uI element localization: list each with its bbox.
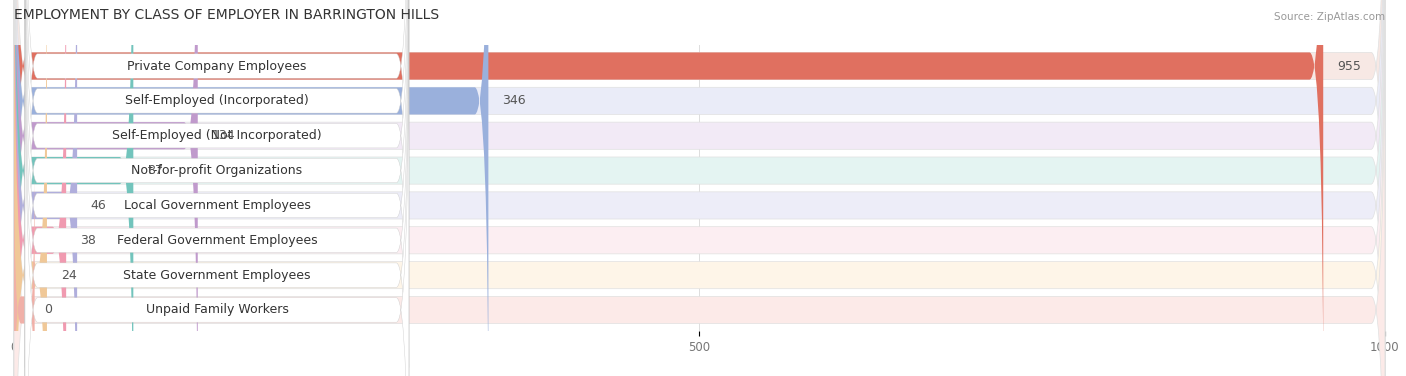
Text: Private Company Employees: Private Company Employees <box>128 59 307 73</box>
Text: 346: 346 <box>502 94 526 108</box>
FancyBboxPatch shape <box>14 0 1323 376</box>
FancyBboxPatch shape <box>25 9 409 376</box>
Text: 38: 38 <box>80 234 96 247</box>
FancyBboxPatch shape <box>14 0 1385 376</box>
FancyBboxPatch shape <box>14 0 1385 376</box>
FancyBboxPatch shape <box>25 0 409 376</box>
FancyBboxPatch shape <box>14 0 1385 376</box>
Text: EMPLOYMENT BY CLASS OF EMPLOYER IN BARRINGTON HILLS: EMPLOYMENT BY CLASS OF EMPLOYER IN BARRI… <box>14 8 439 22</box>
Text: Local Government Employees: Local Government Employees <box>124 199 311 212</box>
FancyBboxPatch shape <box>25 0 409 376</box>
FancyBboxPatch shape <box>14 0 1385 376</box>
FancyBboxPatch shape <box>25 0 409 376</box>
FancyBboxPatch shape <box>14 0 134 376</box>
Text: Federal Government Employees: Federal Government Employees <box>117 234 318 247</box>
FancyBboxPatch shape <box>14 0 1385 376</box>
FancyBboxPatch shape <box>14 0 46 376</box>
Text: Self-Employed (Incorporated): Self-Employed (Incorporated) <box>125 94 309 108</box>
Text: Source: ZipAtlas.com: Source: ZipAtlas.com <box>1274 12 1385 22</box>
FancyBboxPatch shape <box>25 0 409 376</box>
Text: Self-Employed (Not Incorporated): Self-Employed (Not Incorporated) <box>112 129 322 142</box>
Text: State Government Employees: State Government Employees <box>124 268 311 282</box>
FancyBboxPatch shape <box>14 0 488 376</box>
Text: 955: 955 <box>1337 59 1361 73</box>
FancyBboxPatch shape <box>14 0 77 376</box>
FancyBboxPatch shape <box>25 0 409 376</box>
FancyBboxPatch shape <box>25 0 409 367</box>
Text: 87: 87 <box>148 164 163 177</box>
Text: 134: 134 <box>211 129 235 142</box>
FancyBboxPatch shape <box>14 0 1385 376</box>
Text: 46: 46 <box>91 199 107 212</box>
Text: Unpaid Family Workers: Unpaid Family Workers <box>145 303 288 317</box>
Text: 24: 24 <box>60 268 76 282</box>
FancyBboxPatch shape <box>25 0 409 376</box>
FancyBboxPatch shape <box>14 149 35 376</box>
Text: Not-for-profit Organizations: Not-for-profit Organizations <box>131 164 302 177</box>
FancyBboxPatch shape <box>14 0 1385 376</box>
Text: 0: 0 <box>44 303 52 317</box>
FancyBboxPatch shape <box>14 0 1385 376</box>
FancyBboxPatch shape <box>14 0 198 376</box>
FancyBboxPatch shape <box>14 0 66 376</box>
